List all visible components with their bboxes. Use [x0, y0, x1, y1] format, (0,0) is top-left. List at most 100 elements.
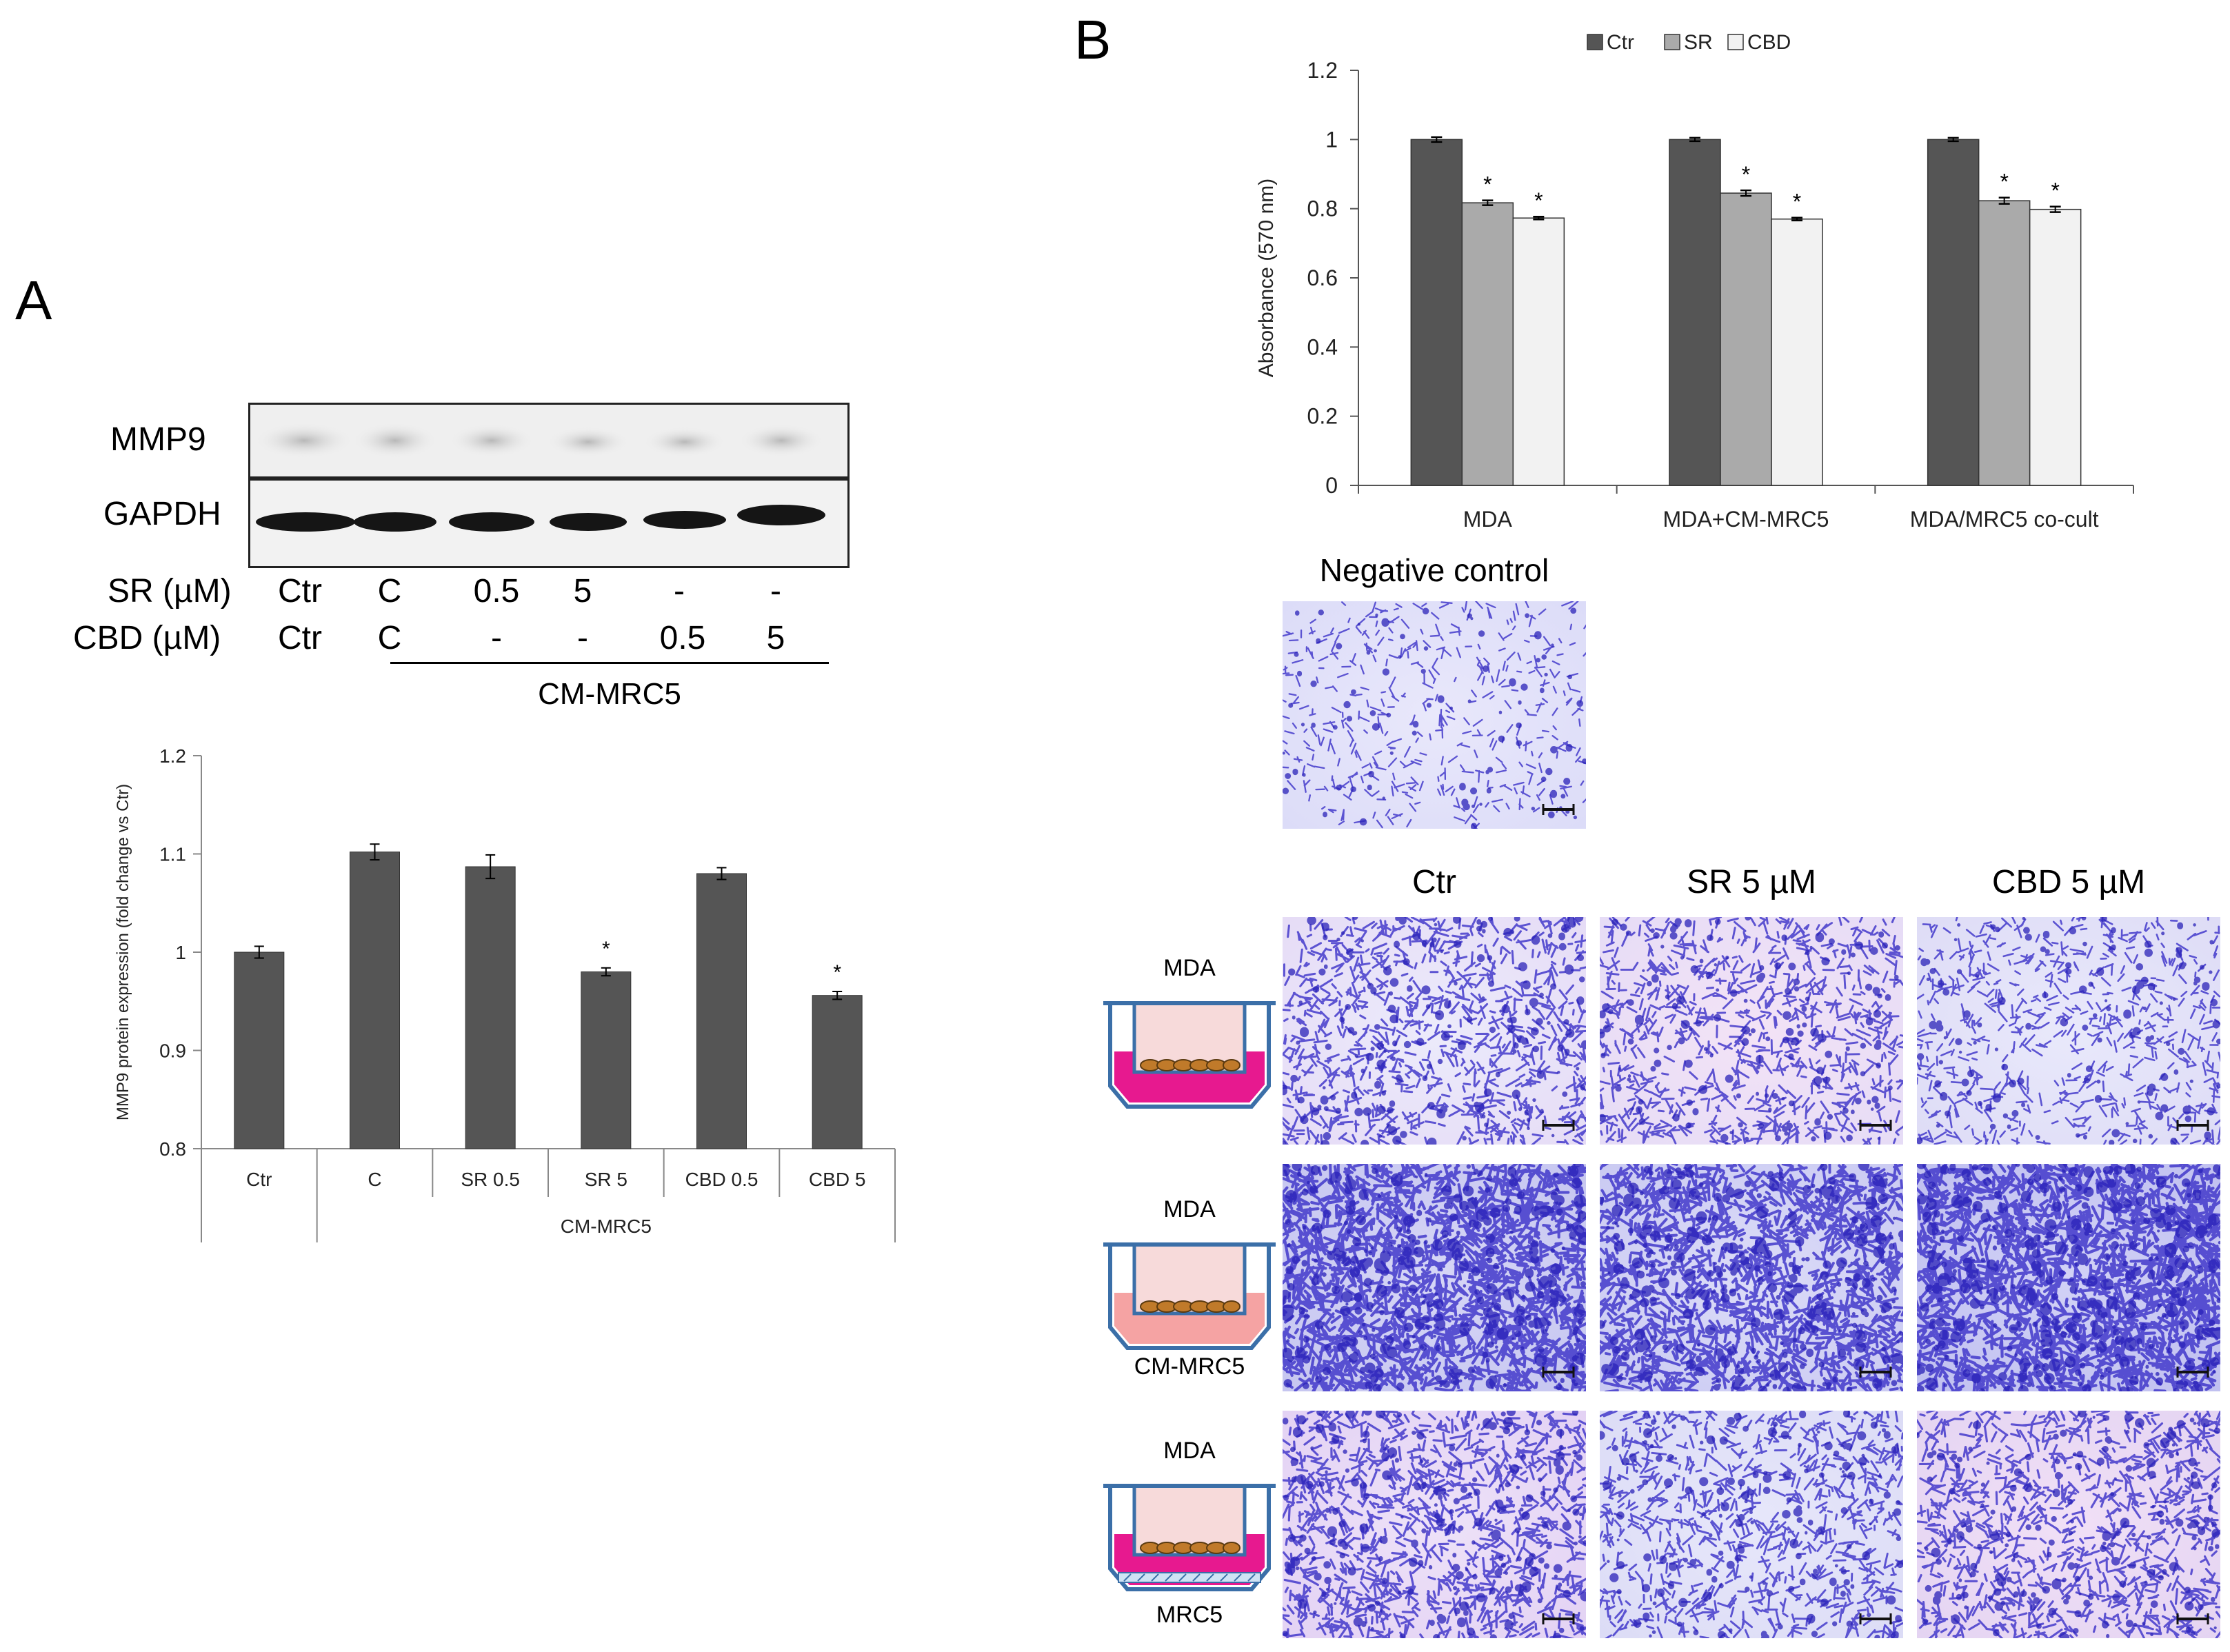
schematic-mda: MDA — [1096, 955, 1283, 1120]
y-axis-title: Absorbance (570 nm) — [1255, 179, 1278, 378]
x-tick-label: CBD 5 — [809, 1169, 865, 1190]
micrograph-texture — [1283, 1164, 1586, 1391]
column-label-sr: SR 5 µM — [1687, 864, 1816, 900]
transwell-insert-icon — [1103, 1484, 1276, 1591]
significance-marker: * — [833, 961, 841, 984]
bar — [465, 866, 516, 1149]
bar-cbd — [1512, 217, 1565, 486]
cell-strokes — [1600, 1411, 1903, 1638]
legend-label: Ctr — [1607, 31, 1634, 54]
bar-cbd — [1771, 218, 1823, 486]
sr-value: Ctr — [278, 573, 322, 610]
legend-swatch — [1664, 34, 1680, 50]
column-label-cbd: CBD 5 µM — [1991, 864, 2146, 900]
x-tick-label: SR 5 — [585, 1169, 627, 1190]
sr-value: C — [377, 573, 402, 610]
schematic-cocult-top-label: MDA — [1163, 1438, 1216, 1464]
x-tick-label: MDA/MRC5 co-cult — [1910, 507, 2099, 532]
cell-strokes — [1600, 917, 1903, 1145]
y-tick-label: 0.4 — [1307, 334, 1338, 359]
y-tick-label: 0.9 — [159, 1040, 186, 1062]
bar-ctr — [1927, 139, 1980, 486]
cbd-concentration-label: CBD (µM) — [73, 620, 221, 656]
micrograph-texture — [1600, 917, 1903, 1145]
micrograph-texture — [1600, 1164, 1903, 1391]
mmp9-blot-strip — [248, 403, 850, 479]
schematic-cm-bottom-label: CM-MRC5 — [1134, 1353, 1245, 1380]
significance-marker: * — [602, 938, 610, 960]
x-tick-label: C — [368, 1169, 381, 1190]
y-tick-label: 1.2 — [1307, 58, 1338, 83]
y-tick-label: 1 — [175, 942, 186, 963]
micrograph-cocult-cbd — [1917, 1411, 2220, 1638]
x-tick-label: SR 0.5 — [461, 1169, 520, 1190]
cbd-value: 0.5 — [659, 620, 706, 656]
schematic-cm-top-label: MDA — [1163, 1196, 1216, 1222]
bar — [812, 995, 863, 1149]
legend-swatch — [1587, 34, 1603, 50]
schematic-mda-top-label: MDA — [1163, 955, 1216, 981]
y-tick-label: 1.1 — [159, 844, 186, 865]
y-tick-label: 0.2 — [1307, 404, 1338, 429]
mmp9-bar-chart: 0.8 0.9 1 1.1 1.2 MMP9 protein expression (fo… — [114, 745, 896, 1242]
gapdh-blot-strip — [248, 479, 850, 568]
x-tick-label: Ctr — [246, 1169, 272, 1190]
y-axis-title: MMP9 protein expression (fold change vs … — [114, 784, 132, 1120]
bar — [234, 951, 285, 1149]
cbd-value: Ctr — [278, 620, 322, 656]
cm-mrc5-group-label: CM-MRC5 — [538, 677, 681, 711]
y-tick-label: 0.8 — [159, 1138, 186, 1160]
transwell-insert-icon — [1103, 1001, 1276, 1109]
micrograph-cocult-sr — [1600, 1411, 1903, 1638]
panel-b-letter: B — [1074, 9, 1112, 70]
schematic-cocult-bottom-label: MRC5 — [1156, 1602, 1223, 1628]
x-tick-label: CBD 0.5 — [685, 1169, 759, 1190]
negative-control-micrograph — [1283, 601, 1586, 829]
micrograph-background — [1917, 917, 2220, 1145]
legend-swatch — [1727, 34, 1744, 50]
bar-cbd — [2029, 208, 2082, 486]
cell-bodies — [1917, 1164, 2220, 1391]
cell-strokes — [1283, 601, 1586, 829]
y-tick-label: 0.8 — [1307, 197, 1338, 221]
micrograph-mda-ctr — [1283, 917, 1586, 1145]
cbd-value: - — [577, 620, 588, 656]
bar-sr — [1461, 202, 1514, 486]
y-tick-label: 1 — [1325, 127, 1338, 152]
column-label-ctr: Ctr — [1412, 864, 1456, 900]
bar-ctr — [1669, 139, 1721, 486]
micrograph-texture — [1283, 1411, 1586, 1638]
significance-marker: * — [1534, 188, 1543, 213]
significance-marker: * — [1483, 172, 1491, 197]
cell-bodies — [1283, 1164, 1586, 1391]
micrograph-cm-sr — [1600, 1164, 1903, 1391]
cbd-value: C — [377, 620, 402, 656]
cbd-value: 5 — [766, 620, 785, 656]
micrograph-texture — [1917, 917, 2220, 1145]
micrograph-texture — [1917, 1164, 2220, 1391]
negative-control-label: Negative control — [1319, 552, 1549, 588]
micrograph-texture — [1917, 1411, 2220, 1638]
panel-a-letter: A — [15, 270, 52, 331]
x-tick-label: MDA+CM-MRC5 — [1663, 507, 1829, 532]
blot-row-mmp9-label: MMP9 — [110, 421, 206, 458]
blot-row-gapdh-label: GAPDH — [103, 496, 221, 532]
schematic-mda-cm-mrc5: MDA CM-MRC5 — [1096, 1196, 1283, 1382]
cell-bodies — [1600, 1164, 1903, 1391]
significance-marker: * — [2051, 179, 2059, 203]
cbd-value: - — [491, 620, 502, 656]
bar-ctr — [1410, 139, 1463, 486]
legend-label: SR — [1684, 31, 1713, 54]
cell-bodies — [1917, 917, 2220, 1145]
y-tick-label: 0.6 — [1307, 265, 1338, 290]
sr-value: 5 — [573, 573, 592, 610]
significance-marker: * — [2000, 170, 2008, 194]
transwell-insert-icon — [1103, 1242, 1276, 1350]
legend-label: CBD — [1747, 31, 1791, 54]
micrograph-mda-sr — [1600, 917, 1903, 1145]
x-tick-label: MDA — [1463, 507, 1513, 532]
cell-bodies — [1283, 1411, 1586, 1638]
significance-marker: * — [1742, 162, 1750, 187]
y-tick-label: 0 — [1325, 473, 1338, 498]
micrograph-texture — [1283, 601, 1586, 829]
